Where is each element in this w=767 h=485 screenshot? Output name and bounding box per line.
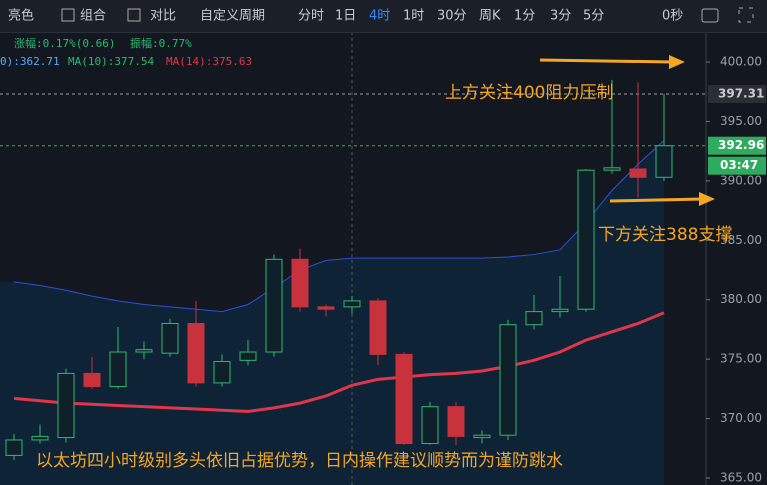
y-tick-label: 380.00 bbox=[720, 292, 762, 306]
candle-body bbox=[291, 258, 309, 308]
arrow-head bbox=[699, 192, 715, 206]
icon-compare[interactable] bbox=[127, 8, 141, 22]
toolbar-item[interactable]: 分时 bbox=[298, 9, 324, 24]
y-tick-label: 385.00 bbox=[720, 233, 762, 247]
toolbar-item[interactable]: 4时 bbox=[369, 9, 390, 24]
toolbar-item[interactable]: 对比 bbox=[150, 9, 176, 24]
candle-body bbox=[395, 353, 413, 445]
candle-body bbox=[421, 406, 439, 445]
y-tick-label: 365.00 bbox=[720, 470, 762, 484]
candle-body bbox=[499, 324, 517, 436]
y-tick-label: 375.00 bbox=[720, 352, 762, 366]
toolbar-item[interactable]: 5分 bbox=[583, 9, 604, 24]
icon-combo[interactable] bbox=[61, 8, 75, 22]
indicator-line bbox=[13, 140, 665, 313]
candle-body bbox=[135, 349, 153, 353]
candle-body bbox=[551, 308, 569, 313]
candle-body bbox=[83, 372, 101, 387]
annotation: 上方关注400阻力压制 bbox=[445, 83, 613, 103]
y-tick-label: 400.00 bbox=[720, 55, 762, 69]
candle-body bbox=[265, 258, 283, 353]
candle-body bbox=[447, 406, 465, 437]
candle-body bbox=[239, 351, 257, 361]
price-axis bbox=[706, 0, 767, 485]
candle-body bbox=[5, 439, 23, 456]
candle-body bbox=[343, 300, 361, 308]
arrow bbox=[609, 197, 704, 203]
icon-fullscreen[interactable] bbox=[738, 7, 754, 23]
toolbar-item[interactable]: 组合 bbox=[80, 9, 106, 24]
toolbar-item[interactable]: 30分 bbox=[437, 9, 467, 24]
candle-body bbox=[317, 306, 335, 310]
toolbar: 亮色 组合 对比 自定义周期 分时 1日 4时 1时 30分 周K 1分 3分 5分 0秒 bbox=[0, 0, 767, 33]
toolbar-item[interactable]: 1日 bbox=[335, 9, 356, 24]
icon-camera[interactable] bbox=[701, 8, 719, 23]
toolbar-item[interactable]: 0秒 bbox=[662, 9, 683, 24]
candle-body bbox=[57, 372, 75, 439]
indicator-text: MA(14):375.63 bbox=[166, 55, 252, 68]
candle-body bbox=[473, 434, 491, 439]
indicator-text: 0):362.71 bbox=[0, 55, 60, 68]
price-tag bbox=[708, 136, 766, 155]
candle-body bbox=[629, 168, 647, 178]
toolbar-icons: 亮色 组合 对比 自定义周期 分时 1日 4时 1时 30分 周K 1分 3分 5分 0秒 bbox=[8, 7, 754, 24]
indicator-text: 涨幅:0.17%(0.66) bbox=[14, 37, 115, 50]
indicator-text: MA(10):377.54 bbox=[68, 55, 154, 68]
countdown-tag bbox=[708, 156, 766, 175]
toolbar-item[interactable]: 亮色 bbox=[8, 8, 34, 24]
y-tick-label: 370.00 bbox=[720, 411, 762, 425]
candle-body bbox=[161, 322, 179, 354]
annotation: 下方关注388支撑 bbox=[598, 225, 732, 245]
toolbar-item[interactable]: 1时 bbox=[403, 9, 424, 24]
arrow-head bbox=[669, 55, 685, 69]
annotation: 以太坊四小时级别多头依旧占据优势，日内操作建议顺势而为谨防跳水 bbox=[36, 451, 563, 471]
price-tag bbox=[708, 85, 766, 104]
candle-body bbox=[603, 167, 621, 171]
candle-body bbox=[655, 145, 673, 178]
indicator-line bbox=[13, 311, 665, 413]
toolbar-item[interactable]: 1分 bbox=[514, 9, 535, 24]
price-tag-label: 397.31 bbox=[718, 87, 764, 101]
band-area bbox=[0, 140, 664, 485]
candle-body bbox=[213, 361, 231, 384]
candle-body bbox=[187, 322, 205, 384]
candle-body bbox=[369, 300, 387, 355]
arrow bbox=[539, 58, 674, 64]
toolbar-item[interactable]: 3分 bbox=[550, 9, 571, 24]
toolbar-item[interactable]: 自定义周期 bbox=[200, 9, 265, 24]
countdown: 03:47 bbox=[720, 158, 758, 172]
toolbar-item[interactable]: 周K bbox=[479, 9, 501, 24]
y-tick-label: 395.00 bbox=[720, 114, 762, 128]
candle-body bbox=[109, 351, 127, 387]
indicator-text: 振幅:0.77% bbox=[130, 36, 192, 50]
candle-body bbox=[525, 311, 543, 326]
candle-body bbox=[577, 169, 595, 310]
price-tag-label: 392.96 bbox=[718, 138, 764, 152]
y-tick-label: 390.00 bbox=[720, 173, 762, 187]
candle-body bbox=[31, 435, 49, 441]
